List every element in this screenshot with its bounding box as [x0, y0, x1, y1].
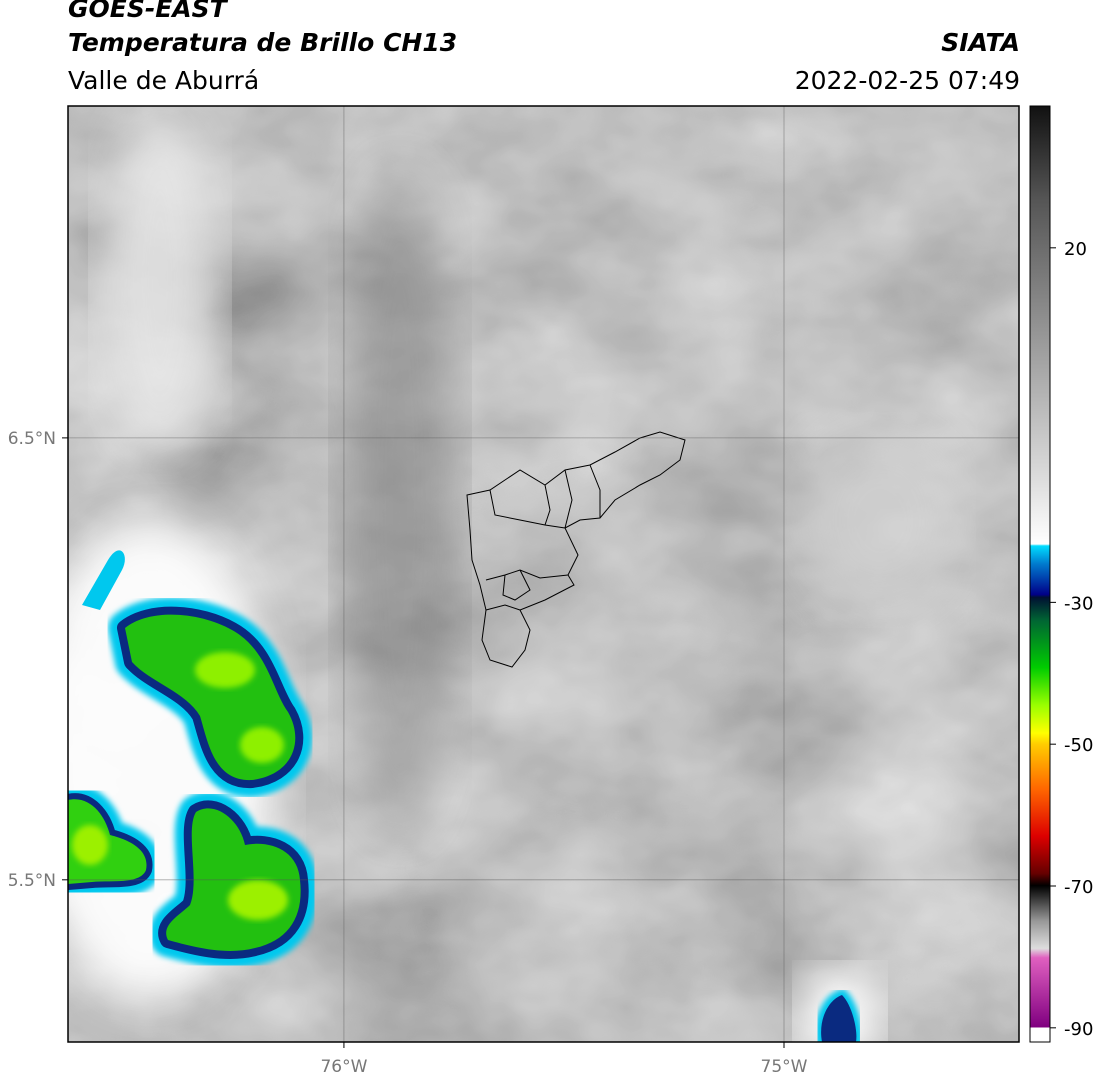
colorbar-tick-label: -30: [1064, 593, 1093, 614]
source: SIATA: [941, 28, 1020, 57]
cold-clouds: [68, 550, 856, 1042]
subtitle: Temperatura de Brillo CH13: [68, 28, 458, 57]
colorbar-axis: 20 -30 -50 -70 -90: [1050, 239, 1093, 1040]
colorbar-tick-label: 20: [1064, 239, 1087, 260]
title: GOES-EAST: [68, 0, 227, 23]
map-frame: [67, 105, 1020, 1043]
lat-tick-label: 5.5°N: [8, 871, 56, 891]
map-axes: 6.5°N 5.5°N 76°W 75°W: [8, 429, 808, 1077]
colorbar-tick-label: -90: [1064, 1019, 1093, 1040]
municipal-boundaries: [466, 431, 686, 668]
colorbar: [1029, 105, 1051, 1043]
region: Valle de Aburrá: [68, 66, 260, 95]
lon-tick-label: 75°W: [761, 1057, 808, 1077]
lon-tick-label: 76°W: [320, 1057, 367, 1077]
colorbar-tick-label: -70: [1064, 877, 1093, 898]
imagery: [68, 106, 1019, 1042]
timestamp: 2022-02-25 07:49: [794, 66, 1020, 95]
graticule: [68, 106, 1019, 1042]
colorbar-tick-label: -50: [1064, 735, 1093, 756]
lat-tick-label: 6.5°N: [8, 429, 56, 449]
